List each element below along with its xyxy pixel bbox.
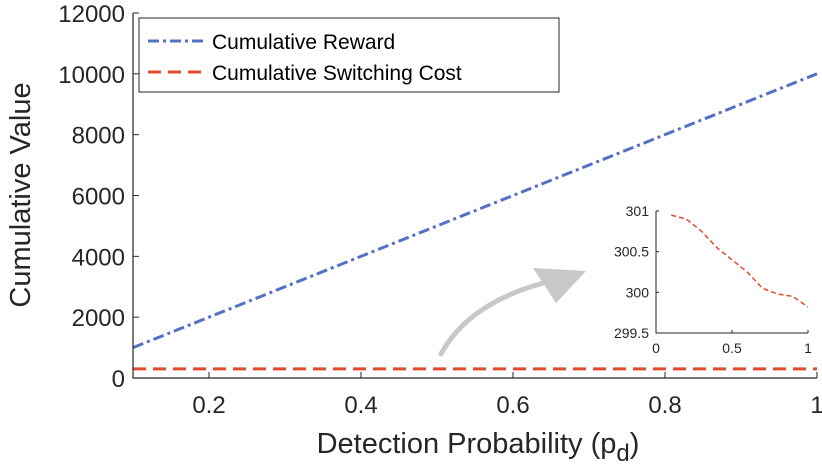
x-axis-label-suffix: )	[630, 428, 640, 460]
main-series	[132, 72, 818, 371]
legend-label-switching-cost: Cumulative Switching Cost	[212, 62, 462, 85]
main-x-tick-label: 1	[810, 392, 822, 419]
y-axis-label: Cumulative Value	[5, 82, 37, 307]
main-series-line-0	[132, 72, 818, 349]
x-axis-label-subscript: d	[616, 440, 629, 467]
inset-y-tick-label: 301	[626, 203, 650, 219]
main-y-tick-label: 2000	[72, 305, 125, 332]
main-y-tick-label: 6000	[72, 184, 125, 211]
main-axes-box	[132, 13, 817, 379]
inset-y-tick-label: 300.5	[614, 244, 649, 260]
inset-y-tick-label: 300	[626, 284, 650, 300]
main-y-tick-label: 0	[112, 366, 125, 393]
x-axis-label: Detection Probability (pd)	[317, 428, 640, 467]
inset-y-tick-label: 299.5	[614, 325, 649, 341]
main-x-tick-label: 0.8	[648, 392, 681, 419]
inset-x-tick-label: 0	[652, 340, 660, 356]
inset-ticks: 0 0.5 1 299.5 300 300.5 301	[614, 203, 812, 356]
inset-series	[671, 214, 809, 308]
main-ticks: 0.2 0.4 0.6 0.8 1 0 2000 4000 6000 8000 10000 12000	[58, 1, 822, 419]
inset-series-line-0	[671, 214, 809, 308]
annotation-arrowhead	[533, 268, 586, 303]
inset-plot-area	[656, 211, 808, 333]
annotation-arrow	[438, 277, 558, 357]
legend: Cumulative Reward Cumulative Switching C…	[138, 17, 560, 93]
main-y-tick-label: 4000	[72, 244, 125, 271]
main-y-tick-label: 12000	[58, 1, 125, 28]
inset-x-tick-label: 1	[804, 340, 812, 356]
inset-chart: 0 0.5 1 299.5 300 300.5 301	[614, 203, 812, 356]
legend-label-reward: Cumulative Reward	[212, 31, 395, 54]
inset-axes-box	[655, 211, 808, 334]
main-x-tick-label: 0.2	[192, 392, 225, 419]
legend-box	[138, 17, 560, 93]
main-y-tick-label: 8000	[72, 123, 125, 150]
main-y-tick-label: 10000	[58, 62, 125, 89]
main-x-tick-label: 0.4	[344, 392, 377, 419]
main-x-tick-label: 0.6	[496, 392, 529, 419]
inset-x-tick-label: 0.5	[722, 340, 742, 356]
